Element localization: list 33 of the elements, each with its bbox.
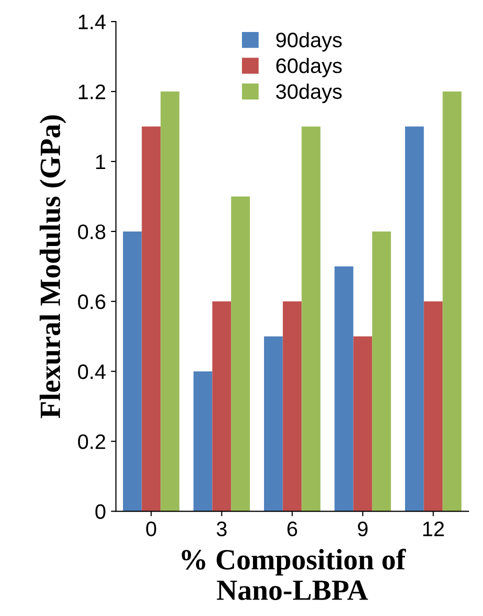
bar (142, 126, 161, 512)
bar (405, 126, 424, 512)
x-tick-label: 0 (146, 522, 156, 536)
legend-label: 60days (276, 58, 342, 78)
x-tick-label: 9 (358, 522, 368, 536)
y-tick-label: 0.2 (78, 434, 106, 450)
y-axis-title: Flexural Modulus (GPa) (40, 115, 66, 418)
y-tick-label: 0.8 (78, 224, 106, 240)
y-tick-label: 1 (96, 154, 106, 170)
legend-label: 30days (276, 84, 342, 104)
bar (282, 301, 302, 512)
bar (231, 196, 250, 512)
y-tick-label: 0 (95, 504, 106, 520)
bar (353, 336, 372, 512)
bar (193, 371, 212, 512)
bar (334, 266, 354, 512)
x-tick-label: 3 (216, 522, 227, 536)
legend-label: 90days (276, 32, 342, 52)
x-axis-title: % Composition of Nano-LBPA (182, 548, 406, 600)
y-tick-label: 0.6 (78, 294, 106, 310)
y-tick-label: 1.2 (78, 84, 106, 100)
y-tick-label: 1.4 (78, 14, 106, 30)
bar (160, 92, 180, 512)
bar (372, 231, 391, 512)
bar (122, 231, 142, 512)
bar (212, 301, 232, 512)
bar (264, 336, 283, 512)
x-tick-label: 6 (287, 522, 298, 536)
x-tick-label: 12 (423, 522, 444, 536)
bar (442, 92, 462, 512)
bar (424, 301, 443, 512)
bar (302, 126, 320, 512)
y-tick-label: 0.4 (78, 364, 106, 380)
